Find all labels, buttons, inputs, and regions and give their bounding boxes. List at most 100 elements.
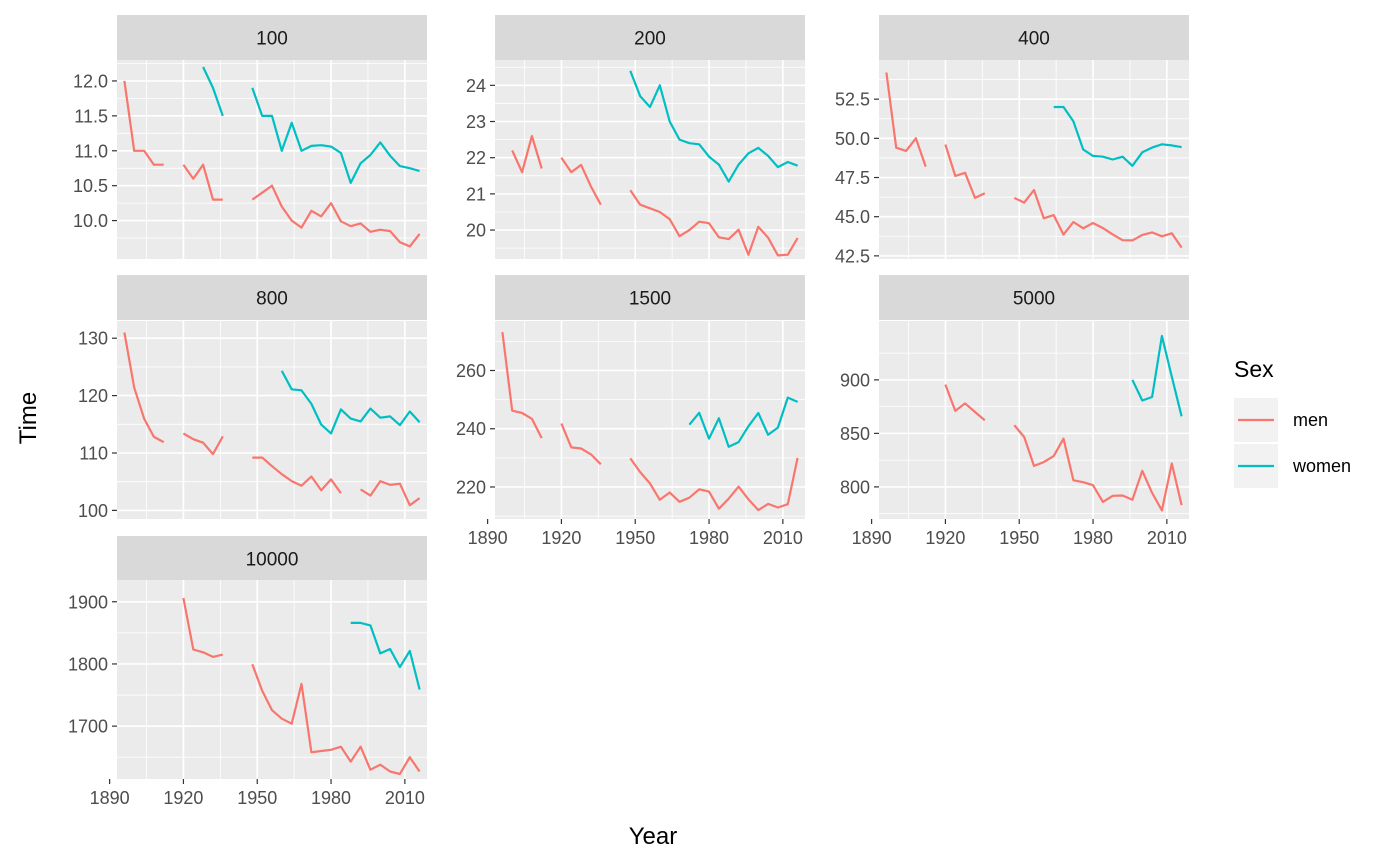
x-tick-label: 1890 bbox=[90, 788, 130, 808]
series-line-men bbox=[182, 432, 224, 456]
y-tick-label: 110 bbox=[79, 444, 108, 464]
panel-800: 800 100 110 120 130 bbox=[78, 275, 427, 521]
panel-strip-label: 10000 bbox=[246, 550, 299, 571]
series-line-men bbox=[885, 72, 927, 167]
x-tick-label: 2010 bbox=[1147, 528, 1187, 548]
y-tick-label: 11.0 bbox=[74, 141, 108, 161]
panel-strip-label: 100 bbox=[256, 29, 288, 50]
series-line-men bbox=[629, 457, 799, 512]
series-line-men bbox=[251, 184, 421, 248]
legend-label-men: men bbox=[1293, 410, 1328, 430]
y-tick-label: 260 bbox=[456, 361, 486, 381]
y-tick-label: 900 bbox=[840, 370, 870, 390]
y-axis-title: Time bbox=[15, 392, 42, 444]
panel-background bbox=[117, 580, 427, 779]
panel-strip bbox=[879, 15, 1189, 60]
y-tick-label: 42.5 bbox=[835, 246, 870, 266]
series-line-men bbox=[1013, 424, 1183, 512]
x-tick-label: 1950 bbox=[615, 528, 655, 548]
panel-strip-label: 1500 bbox=[629, 289, 671, 310]
x-tick-label: 2010 bbox=[385, 788, 425, 808]
series-line-women bbox=[1131, 334, 1183, 417]
panel-background bbox=[495, 321, 805, 519]
y-tick-label: 1700 bbox=[68, 717, 108, 737]
series-line-women bbox=[350, 621, 421, 690]
series-line-men bbox=[1013, 189, 1183, 249]
legend-label-women: women bbox=[1292, 456, 1351, 476]
series-line-women bbox=[629, 70, 798, 183]
y-tick-label: 10.0 bbox=[73, 211, 108, 231]
y-tick-label: 1900 bbox=[68, 592, 108, 612]
x-tick-label: 1980 bbox=[311, 788, 351, 808]
legend: Sex men women bbox=[1234, 356, 1351, 488]
series-line-women bbox=[251, 87, 420, 184]
x-tick-label: 1950 bbox=[999, 528, 1039, 548]
x-tick-label: 1920 bbox=[163, 788, 203, 808]
x-tick-label: 1920 bbox=[541, 528, 581, 548]
y-tick-label: 10.5 bbox=[73, 176, 108, 196]
y-tick-label: 52.5 bbox=[835, 90, 870, 110]
y-tick-label: 47.5 bbox=[835, 168, 870, 188]
series-line-men bbox=[123, 80, 164, 166]
panel-strip bbox=[495, 275, 805, 320]
legend-title: Sex bbox=[1234, 356, 1274, 382]
x-tick-label: 1920 bbox=[925, 528, 965, 548]
series-line-men bbox=[944, 384, 986, 422]
panel-400: 400 42.5 45.0 47.5 50.0 52.5 bbox=[835, 15, 1189, 266]
y-tick-label: 20 bbox=[466, 221, 486, 241]
series-line-women bbox=[280, 370, 421, 435]
panel-background bbox=[117, 321, 427, 519]
x-tick-label: 1890 bbox=[852, 528, 892, 548]
y-tick-label: 240 bbox=[456, 419, 486, 439]
series-line-men bbox=[360, 480, 421, 507]
panel-background bbox=[495, 60, 805, 259]
y-tick-label: 850 bbox=[840, 424, 870, 444]
panel-strip-label: 200 bbox=[634, 29, 666, 50]
series-line-men bbox=[560, 423, 602, 466]
y-tick-label: 130 bbox=[78, 329, 108, 349]
y-tick-label: 21 bbox=[466, 184, 486, 204]
series-line-men bbox=[252, 456, 342, 494]
panel-5000: 5000 800 850 900 1890 1920 1950 1980 2010 bbox=[840, 275, 1189, 548]
x-tick-label: 1950 bbox=[237, 788, 277, 808]
y-tick-label: 45.0 bbox=[835, 207, 870, 227]
y-tick-label: 1800 bbox=[68, 654, 108, 674]
series-line-men bbox=[182, 597, 224, 659]
y-tick-label: 22 bbox=[466, 148, 486, 168]
y-tick-label: 100 bbox=[78, 501, 108, 521]
series-line-women bbox=[202, 66, 224, 117]
panel-strip-label: 5000 bbox=[1013, 289, 1055, 310]
panel-strip bbox=[879, 275, 1189, 320]
y-tick-label: 120 bbox=[78, 386, 108, 406]
x-tick-label: 1980 bbox=[689, 528, 729, 548]
panel-strip bbox=[117, 536, 427, 581]
series-line-men bbox=[629, 189, 799, 257]
y-tick-label: 11.5 bbox=[74, 106, 108, 126]
series-line-men bbox=[123, 332, 165, 444]
panel-1500: 1500 220 240 260 1890 1920 1950 1980 2010 bbox=[456, 275, 805, 548]
panel-100: 100 10.0 10.5 11.0 11.5 12.0 bbox=[73, 15, 427, 259]
series-line-men bbox=[501, 331, 543, 439]
y-tick-label: 23 bbox=[466, 112, 486, 132]
panel-background bbox=[879, 321, 1189, 519]
y-tick-label: 24 bbox=[466, 76, 486, 96]
x-tick-label: 1890 bbox=[468, 528, 508, 548]
panel-background bbox=[879, 60, 1189, 259]
series-line-men bbox=[511, 134, 543, 174]
series-line-women bbox=[688, 396, 799, 448]
x-tick-label: 2010 bbox=[763, 528, 803, 548]
panel-10000: 10000 1700 1800 1900 1890 1920 1950 1980 2010 bbox=[68, 536, 427, 808]
panel-strip bbox=[117, 275, 427, 320]
y-tick-label: 220 bbox=[456, 477, 486, 497]
panel-strip bbox=[117, 15, 427, 60]
y-tick-label: 50.0 bbox=[835, 129, 870, 149]
series-line-men bbox=[182, 163, 223, 201]
series-line-women bbox=[1053, 105, 1182, 167]
y-tick-label: 800 bbox=[840, 477, 870, 497]
panel-background bbox=[117, 60, 427, 259]
series-line-men bbox=[944, 144, 986, 199]
panel-200: 200 20 21 22 23 24 bbox=[466, 15, 805, 259]
y-tick-label: 12.0 bbox=[73, 71, 108, 91]
x-tick-label: 1980 bbox=[1073, 528, 1113, 548]
